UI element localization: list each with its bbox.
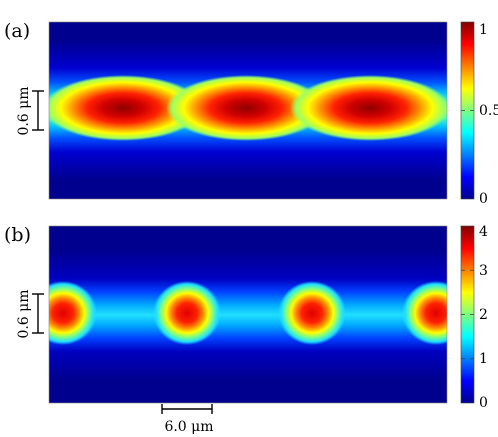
- hot-spot: [278, 281, 346, 345]
- colorbar-b: 0 1 2 3 4: [460, 224, 488, 411]
- scale-bar-label: 0.6 μm: [16, 289, 32, 338]
- hot-spot: [166, 75, 326, 141]
- panel-label: (b): [4, 224, 31, 246]
- vertical-scale-bar: [32, 90, 44, 131]
- colorbar-tick-label: 1: [479, 22, 488, 38]
- horizontal-scale-label: 6.0 μm: [164, 419, 213, 435]
- field-map-a: [49, 22, 447, 199]
- colorbar-tick-label: 2: [479, 307, 488, 323]
- panel-frame: [48, 21, 448, 200]
- hot-spot: [49, 75, 203, 141]
- panel-b: (b) 0.6 μm 0 1 2 3 4: [4, 224, 488, 411]
- colorbar-tick-label: 3: [479, 263, 488, 279]
- panel-label: (a): [4, 20, 30, 42]
- colorbar-tick-label: 0.5: [479, 103, 498, 119]
- colorbar-tick-label: 0: [479, 191, 488, 207]
- panel-frame: [48, 225, 448, 404]
- colorbar-tick-label: 0: [479, 395, 488, 411]
- hot-spot: [290, 75, 447, 141]
- hot-spot: [49, 281, 97, 345]
- panel-a: (a) 0.6 μm 0 0.5 1: [4, 20, 498, 207]
- hot-spot: [153, 281, 221, 345]
- horizontal-scale-bar: [161, 404, 213, 414]
- colorbar-a: 0 0.5 1: [460, 21, 498, 207]
- hot-spot: [402, 281, 447, 345]
- scale-bar-label: 0.6 μm: [16, 86, 32, 135]
- field-map-b: [49, 226, 447, 403]
- vertical-scale-bar: [32, 293, 44, 334]
- colorbar-tick-label: 1: [479, 351, 488, 367]
- colorbar-tick-label: 4: [479, 224, 488, 240]
